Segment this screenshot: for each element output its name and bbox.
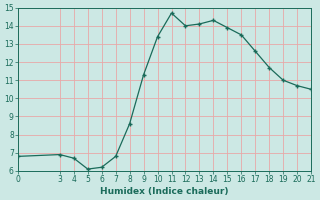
X-axis label: Humidex (Indice chaleur): Humidex (Indice chaleur) (100, 187, 229, 196)
